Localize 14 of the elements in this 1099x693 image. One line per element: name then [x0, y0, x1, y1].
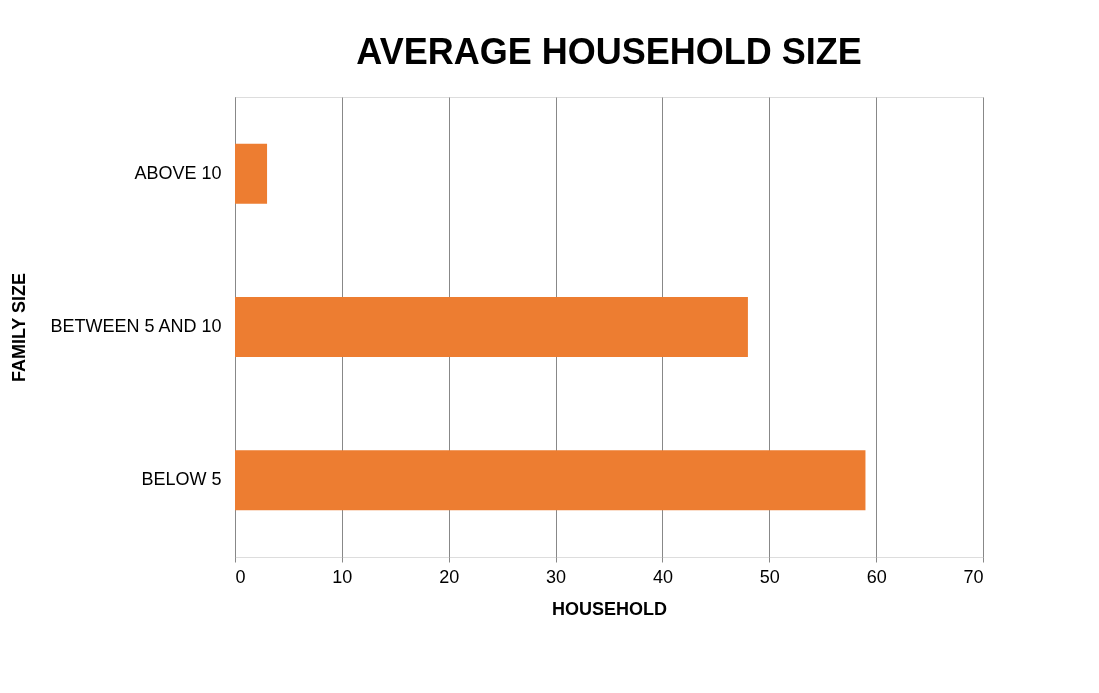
x-axis-title: HOUSEHOLD	[551, 598, 668, 619]
y-tick-label: ABOVE 10	[134, 162, 222, 183]
x-tick-label: 50	[759, 566, 780, 587]
y-tick-label: BETWEEN 5 AND 10	[50, 316, 222, 336]
chart-title: AVERAGE HOUSEHOLD SIZE	[356, 31, 862, 72]
x-tick-label: 10	[332, 566, 353, 587]
x-tick-label: 60	[866, 566, 887, 587]
x-tick-label: 0	[235, 566, 246, 587]
x-tick-label: 30	[546, 566, 567, 587]
x-tick-label: 20	[439, 566, 460, 587]
y-tick-label: BELOW 5	[141, 469, 222, 490]
x-tick-label: 70	[963, 566, 984, 587]
x-tick-label: 40	[652, 566, 673, 587]
y-axis-title: FAMILY SIZE	[9, 272, 30, 383]
